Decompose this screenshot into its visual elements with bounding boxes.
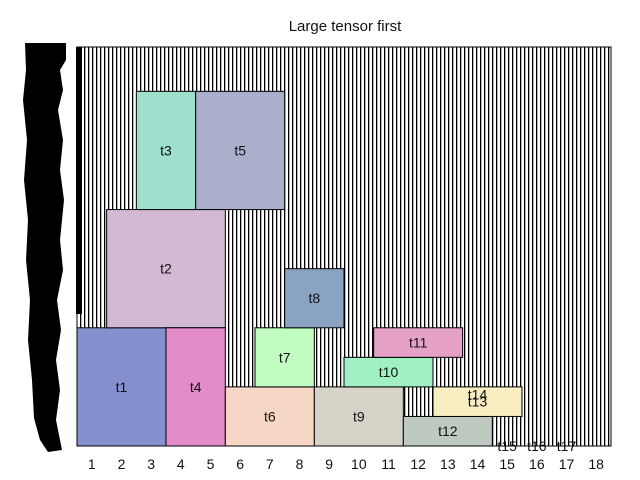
tensor-block-t2 xyxy=(106,209,226,329)
tensor-block-t11 xyxy=(373,327,464,358)
x-tick-label: 3 xyxy=(147,456,155,472)
block-label-t4: t4 xyxy=(190,379,202,395)
x-tick-label: 6 xyxy=(236,456,244,472)
block-label-t12: t12 xyxy=(438,423,458,439)
x-tick-label: 18 xyxy=(588,456,604,472)
tensor-block-t7 xyxy=(254,327,315,388)
tensor-block-t4 xyxy=(165,327,226,447)
x-tick-label: 11 xyxy=(381,456,396,472)
tensor-block-t5 xyxy=(195,90,286,211)
tensor-block-t3 xyxy=(135,90,197,211)
left-axis-bar xyxy=(76,47,82,314)
block-label-t1: t1 xyxy=(116,379,128,395)
block-label-t10: t10 xyxy=(379,364,399,380)
x-tick-label: 9 xyxy=(325,456,333,472)
tensor-block-t12 xyxy=(402,415,493,447)
tensor-block-t1 xyxy=(76,327,167,447)
x-tick-label: 14 xyxy=(470,456,486,472)
x-tick-label: 17 xyxy=(559,456,575,472)
block-label-t11: t11 xyxy=(409,335,428,351)
x-tick-label: 5 xyxy=(207,456,215,472)
x-tick-label: 12 xyxy=(410,456,426,472)
block-label-t2: t2 xyxy=(160,261,172,277)
block-label-t8: t8 xyxy=(308,290,320,306)
y-axis-smear xyxy=(23,43,66,452)
tensor-block-t13 xyxy=(432,386,523,417)
x-tick-label: 15 xyxy=(499,456,515,472)
block-label-t13: t13 xyxy=(468,394,488,410)
block-label-t6: t6 xyxy=(264,408,276,424)
chart-title: Large tensor first xyxy=(289,18,402,35)
x-tick-label: 1 xyxy=(88,456,96,472)
x-tick-label: 13 xyxy=(440,456,456,472)
tensor-block-t8 xyxy=(284,268,345,329)
block-label-t14: t14 xyxy=(468,386,488,402)
plot-frame xyxy=(76,46,612,447)
x-tick-label: 7 xyxy=(266,456,274,472)
x-ticks-layer: 1 2 3 4 5 6 7 8 9 10 11 12 13 14 15 16 17 18 xyxy=(88,456,604,472)
x-tick-label: 8 xyxy=(296,456,304,472)
block-label-t9: t9 xyxy=(353,408,365,424)
block-label-t7: t7 xyxy=(279,349,291,365)
x-tick-label: 16 xyxy=(529,456,545,472)
x-tick-label: 4 xyxy=(177,456,185,472)
block-label-t5: t5 xyxy=(234,142,246,158)
tensor-block-t10 xyxy=(343,356,434,388)
x-tick-label: 10 xyxy=(351,456,367,472)
block-label-t3: t3 xyxy=(160,142,172,158)
x-tick-label: 2 xyxy=(118,456,126,472)
